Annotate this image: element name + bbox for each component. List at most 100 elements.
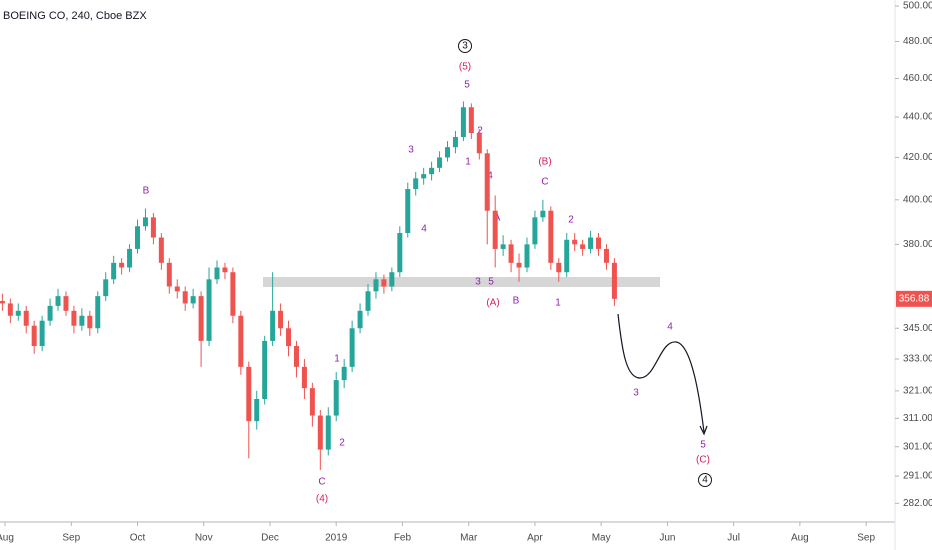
candle-body	[142, 217, 148, 227]
candle-body	[7, 303, 13, 316]
candle-body	[397, 232, 403, 273]
annotation: 2	[339, 438, 345, 449]
candle-body	[63, 296, 69, 311]
candle-body	[349, 328, 355, 367]
annotation: B	[143, 186, 150, 197]
y-tick-label: 460.00	[903, 73, 932, 84]
candle-body	[540, 210, 546, 218]
support-zone	[263, 277, 660, 287]
annotations: 3 (5) 5 2 3 1 4 4 B (B) C A 2 3 5 (A) B …	[143, 39, 712, 505]
candle-body	[166, 262, 172, 287]
candle-body	[286, 328, 292, 347]
candle-body	[182, 291, 188, 304]
annotation: (4)	[316, 494, 328, 505]
candle-body	[270, 310, 276, 341]
candle-body	[190, 296, 196, 304]
candle-body	[15, 310, 21, 316]
x-tick-label: May	[592, 533, 611, 544]
x-tick-label: Oct	[130, 533, 146, 544]
candle-body	[580, 244, 586, 249]
annotation: C	[318, 477, 325, 488]
candle-body	[222, 267, 228, 273]
annotation: (A)	[486, 298, 499, 309]
y-tick-label: 301.00	[903, 441, 932, 452]
candle-body	[278, 310, 284, 329]
chart-title: BOEING CO, 240, Cboe BZX	[3, 10, 147, 22]
y-tick-label: 400.00	[903, 194, 932, 205]
annotation: 3	[475, 277, 481, 288]
candle-body	[198, 296, 204, 341]
annotation: 5	[488, 277, 494, 288]
candle-body	[564, 239, 570, 273]
annotation: 3	[462, 41, 468, 52]
candle-body	[262, 340, 268, 400]
candle-body	[71, 310, 77, 326]
candle-body	[317, 415, 323, 450]
candle-body	[309, 388, 315, 416]
annotation: 4	[421, 224, 427, 235]
x-tick-label: Apr	[527, 533, 543, 544]
x-tick-label: Nov	[195, 533, 213, 544]
candle-body	[556, 262, 562, 273]
last-price-label: 356.88	[899, 293, 930, 304]
annotation: (C)	[696, 455, 710, 466]
candle-body	[468, 107, 474, 133]
candle-body	[150, 217, 156, 238]
y-tick-label: 311.00	[903, 413, 932, 424]
projection-arrow	[699, 425, 708, 436]
y-tick-label: 321.00	[903, 385, 932, 396]
candle-body	[389, 272, 395, 287]
x-tick-label: Aug	[791, 533, 809, 544]
candle-body	[254, 399, 260, 422]
y-tick-label: 291.00	[903, 471, 932, 482]
circle-marker	[698, 473, 712, 487]
last-price-box	[896, 290, 932, 307]
candle-body	[31, 325, 37, 347]
candle-body	[460, 107, 466, 138]
candle-body	[508, 244, 514, 263]
annotation: 3	[408, 145, 414, 156]
y-tick-label: 345.00	[903, 323, 932, 334]
annotation: 2	[568, 215, 574, 226]
x-tick-label: Jun	[659, 533, 675, 544]
candle-body	[341, 366, 347, 381]
annotation: 4	[667, 322, 673, 333]
candle-body	[445, 147, 450, 158]
candle-body	[230, 272, 236, 316]
candle-body	[516, 262, 522, 268]
candle-body	[293, 346, 299, 367]
candle-body	[405, 189, 411, 233]
candle-body	[206, 279, 212, 341]
candle-body	[87, 315, 93, 329]
candle-body	[476, 132, 482, 154]
candle-body	[103, 279, 109, 297]
annotation: 1	[334, 354, 340, 365]
y-tick-label: 440.00	[903, 112, 932, 123]
candle-body	[548, 210, 554, 263]
candle-body	[95, 296, 101, 329]
annotation: (B)	[538, 157, 551, 168]
annotation: 5	[700, 440, 706, 451]
y-tick-label: 380.00	[903, 239, 932, 250]
candle-body	[596, 237, 602, 249]
candle-body	[437, 157, 443, 168]
y-tick-label: 500.00	[903, 1, 932, 12]
annotation: B	[513, 296, 520, 307]
candle-body	[47, 305, 53, 321]
candle-body	[214, 267, 220, 280]
candle-body	[39, 320, 45, 347]
projection-path	[617, 313, 705, 433]
candle-body	[55, 296, 61, 306]
candle-body	[421, 174, 427, 179]
candle-body	[246, 366, 252, 422]
y-tick-label: 333.00	[903, 354, 932, 365]
annotation: 1	[465, 157, 471, 168]
candle-body	[325, 415, 331, 450]
candle-body	[429, 167, 435, 175]
candle-body	[79, 315, 85, 326]
x-tick-label: Mar	[460, 533, 478, 544]
candle-body	[158, 237, 164, 263]
candle-body	[588, 237, 594, 249]
x-tick-label: 2019	[325, 533, 348, 544]
candle-body	[135, 226, 141, 249]
